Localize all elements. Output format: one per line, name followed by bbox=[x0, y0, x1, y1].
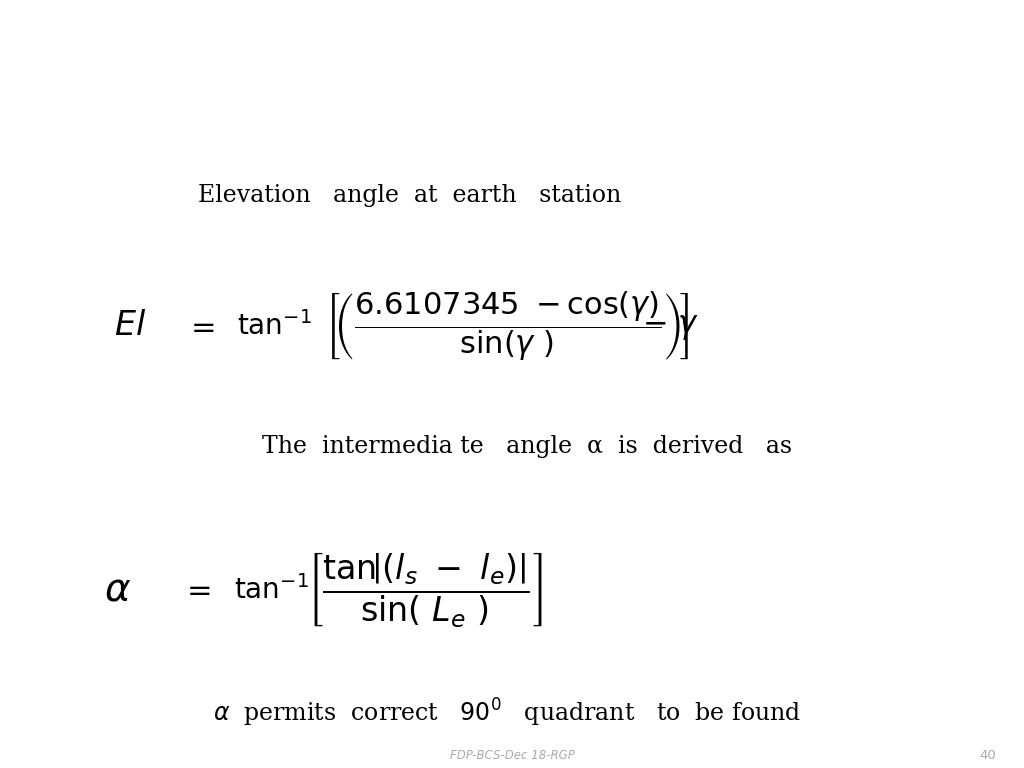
Text: The  intermedia te   angle  α  is  derived   as: The intermedia te angle α is derived as bbox=[262, 435, 793, 458]
Text: $\left[\!\left(\dfrac{6.6107345\ -\cos(\gamma)}{\sin(\gamma\ )}\right)\!\right]$: $\left[\!\left(\dfrac{6.6107345\ -\cos(\… bbox=[325, 290, 689, 362]
Text: Look angle calculation: Look angle calculation bbox=[248, 15, 776, 59]
Text: $=$: $=$ bbox=[181, 574, 212, 605]
Text: $=$: $=$ bbox=[184, 310, 215, 342]
Text: $\alpha$: $\alpha$ bbox=[104, 571, 131, 608]
Text: (geostationary satellites): (geostationary satellites) bbox=[216, 78, 808, 123]
Text: FDP-BCS-Dec 18-RGP: FDP-BCS-Dec 18-RGP bbox=[450, 749, 574, 762]
Text: $\alpha$  permits  correct   $90^0$   quadrant   to  be found: $\alpha$ permits correct $90^0$ quadrant… bbox=[213, 697, 801, 729]
Text: $\left[\dfrac{\mathrm{tan}\!\left|\left(l_s\ -\ l_e\right)\right|}{\mathrm{sin}(: $\left[\dfrac{\mathrm{tan}\!\left|\left(… bbox=[307, 551, 543, 630]
Text: $-\ \gamma$: $-\ \gamma$ bbox=[642, 310, 699, 342]
Text: $El$: $El$ bbox=[114, 310, 146, 342]
Text: 40: 40 bbox=[980, 749, 996, 762]
Text: $\mathrm{tan}^{-1}$: $\mathrm{tan}^{-1}$ bbox=[234, 575, 308, 605]
Text: $\mathrm{tan}^{-1}$: $\mathrm{tan}^{-1}$ bbox=[238, 311, 311, 341]
Text: Elevation   angle  at  earth   station: Elevation angle at earth station bbox=[198, 184, 622, 207]
